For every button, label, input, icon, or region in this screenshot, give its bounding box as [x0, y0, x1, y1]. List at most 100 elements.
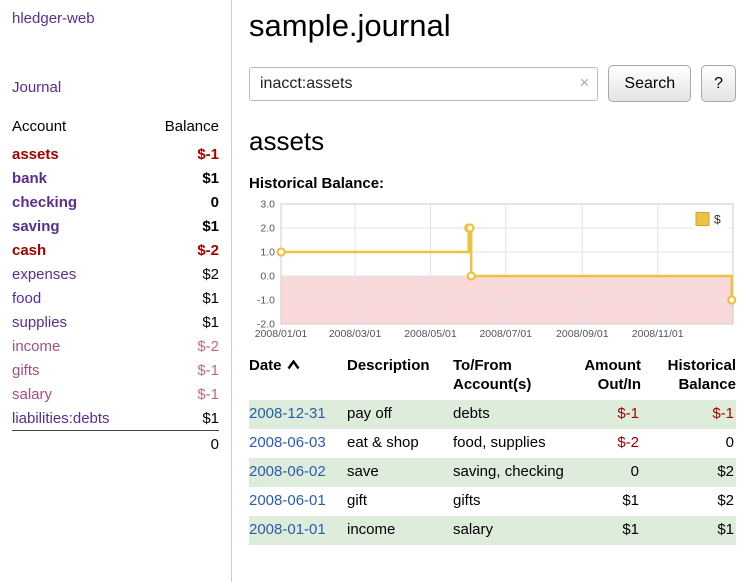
transaction-amount: $-2 [617, 434, 639, 451]
account-row: gifts $-1 [12, 358, 219, 382]
account-link[interactable]: food [12, 289, 42, 307]
transaction-accounts: gifts [453, 492, 481, 509]
account-link[interactable]: supplies [12, 313, 68, 331]
register-header-balance-line1: Historical [667, 357, 736, 374]
chart-label: Historical Balance: [249, 175, 385, 192]
account-row: supplies $1 [12, 310, 219, 334]
main-content: sample.journal × Search ? assets Histori… [232, 0, 742, 582]
account-row: salary $-1 [12, 382, 219, 406]
transaction-balance: $2 [717, 463, 734, 480]
transaction-balance: $-1 [712, 405, 734, 422]
sort-ascending-icon [287, 359, 299, 370]
transaction-date-link[interactable]: 2008-06-03 [249, 434, 326, 451]
account-balance: $1 [202, 289, 219, 307]
account-balance: $1 [202, 169, 219, 187]
transaction-accounts: food, supplies [453, 434, 546, 451]
svg-text:$: $ [714, 213, 721, 227]
transaction-description: save [347, 463, 379, 480]
account-link[interactable]: checking [12, 193, 78, 211]
register-header-balance: Historical Balance [641, 356, 736, 400]
svg-text:0.0: 0.0 [260, 271, 275, 283]
register-row: 2008-12-31 pay off debts $-1 $-1 [249, 400, 736, 429]
accounts-total-spacer [12, 430, 146, 458]
account-row: checking 0 [12, 190, 219, 214]
transaction-accounts: debts [453, 405, 490, 422]
transaction-amount: $-1 [617, 405, 639, 422]
account-link[interactable]: expenses [12, 265, 77, 283]
register-header-amount-line1: Amount [584, 357, 641, 374]
journal-link[interactable]: Journal [12, 79, 62, 96]
help-button[interactable]: ? [701, 65, 736, 102]
account-balance: $-1 [197, 361, 219, 379]
account-balance: $1 [202, 217, 219, 235]
account-row: assets $-1 [12, 142, 219, 166]
svg-text:2008/11/01: 2008/11/01 [632, 328, 684, 340]
account-balance: $-1 [197, 145, 219, 163]
account-link[interactable]: liabilities:debts [12, 409, 110, 427]
register-row: 2008-01-01 income salary $1 $1 [249, 516, 736, 545]
transaction-amount: 0 [630, 463, 639, 480]
register-header-accounts-line2: Account(s) [453, 376, 532, 393]
register-header-amount-line2: Out/In [597, 376, 641, 393]
transaction-date-link[interactable]: 2008-01-01 [249, 521, 326, 538]
account-balance: $1 [202, 409, 219, 427]
transaction-date-link[interactable]: 2008-06-02 [249, 463, 326, 480]
account-link[interactable]: salary [12, 385, 53, 403]
register-header-date-label: Date [249, 357, 282, 374]
account-balance: 0 [210, 193, 219, 211]
sidebar: hledger-web Journal Account Balance asse… [0, 0, 232, 582]
transaction-balance: $1 [717, 521, 734, 538]
svg-text:2008/07/01: 2008/07/01 [479, 328, 532, 340]
register-header-row: Date Description To/From Account(s) Amou… [249, 356, 736, 400]
register-header-description: Description [347, 357, 430, 374]
accounts-table: Account Balance assets $-1 bank $1 checking 0… [12, 116, 219, 458]
transaction-date-link[interactable]: 2008-06-01 [249, 492, 326, 509]
account-link[interactable]: income [12, 337, 61, 355]
clear-search-icon[interactable]: × [579, 72, 590, 92]
transaction-description: income [347, 521, 396, 538]
register-row: 2008-06-01 gift gifts $1 $2 [249, 487, 736, 516]
accounts-total: 0 [145, 430, 219, 458]
svg-text:2008/03/01: 2008/03/01 [329, 328, 382, 340]
accounts-total-row: 0 [12, 430, 219, 458]
account-balance: $-2 [197, 337, 219, 355]
app-title-link[interactable]: hledger-web [12, 10, 95, 27]
account-balance: $-1 [197, 385, 219, 403]
svg-text:2008/01/01: 2008/01/01 [255, 328, 308, 340]
register-header-amount: Amount Out/In [571, 356, 641, 400]
svg-text:-2.0: -2.0 [257, 319, 275, 331]
accounts-header-balance: Balance [164, 118, 219, 135]
account-link[interactable]: bank [12, 169, 48, 187]
account-link[interactable]: gifts [12, 361, 40, 379]
search-button[interactable]: Search [608, 65, 692, 102]
search-input[interactable] [249, 66, 599, 101]
account-row: food $1 [12, 286, 219, 310]
account-link[interactable]: cash [12, 241, 47, 259]
account-link[interactable]: saving [12, 217, 60, 235]
register-row: 2008-06-03 eat & shop food, supplies $-2 0 [249, 429, 736, 458]
register-row: 2008-06-02 save saving, checking 0 $2 [249, 458, 736, 487]
transaction-amount: $1 [622, 492, 639, 509]
account-balance: $2 [202, 265, 219, 283]
transaction-description: gift [347, 492, 368, 509]
svg-text:2008/09/01: 2008/09/01 [556, 328, 609, 340]
svg-text:1.0: 1.0 [260, 247, 275, 259]
transaction-description: eat & shop [347, 434, 419, 451]
account-balance: $1 [202, 313, 219, 331]
transaction-amount: $1 [622, 521, 639, 538]
register-header-date[interactable]: Date [249, 356, 347, 400]
svg-text:2.0: 2.0 [260, 223, 275, 235]
account-row: saving $1 [12, 214, 219, 238]
register-header-balance-line2: Balance [678, 376, 736, 393]
svg-text:-1.0: -1.0 [257, 295, 275, 307]
account-balance: $-2 [197, 241, 219, 259]
account-link[interactable]: assets [12, 145, 59, 163]
transaction-date-link[interactable]: 2008-12-31 [249, 405, 326, 422]
account-row: cash $-2 [12, 238, 219, 262]
transaction-accounts: saving, checking [453, 463, 564, 480]
transaction-balance: 0 [725, 434, 734, 451]
account-heading: assets [249, 126, 325, 156]
account-row: expenses $2 [12, 262, 219, 286]
accounts-header-account: Account [12, 118, 67, 135]
